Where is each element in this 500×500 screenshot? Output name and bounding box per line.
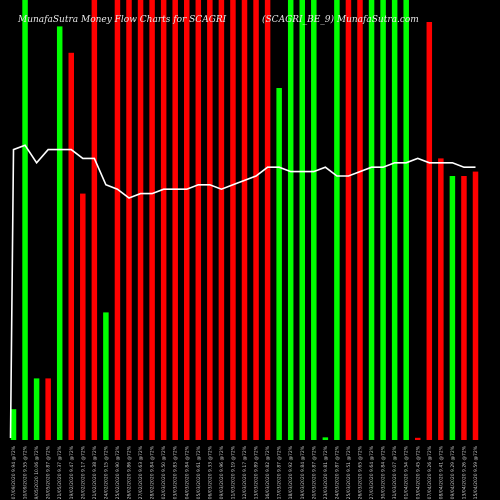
x-tick-label-23: 17/03/2020 9.87 @72% [277, 445, 283, 499]
bar-31 [368, 0, 375, 440]
x-tick-label-24: 18/03/2020 9.92 @72% [288, 445, 294, 499]
x-tick-label-9: 25/02/2020 9.90 @72% [115, 445, 121, 499]
bar-29 [345, 0, 352, 440]
x-tick-label-10: 26/02/2020 9.86 @72% [127, 445, 133, 499]
x-tick-label-6: 20/02/2020 9.17 @72% [80, 445, 86, 499]
bar-35 [415, 437, 421, 440]
bar-38 [449, 176, 456, 440]
bar-11 [137, 0, 144, 440]
bar-37 [438, 158, 444, 440]
chart-title-right: (SCAGRI_BE_9) MunafaSutra.com [262, 14, 419, 25]
bar-13 [160, 0, 167, 440]
x-tick-label-21: 13/03/2020 9.89 @72% [254, 445, 260, 499]
bar-10 [126, 0, 132, 440]
x-axis-labels: 07/09/2020 9.94 @72% 10/09/2020 9.55 @72%… [11, 445, 479, 500]
bar-19 [230, 0, 236, 440]
x-tick-label-30: 26/03/2020 9.65 @72% [358, 445, 364, 499]
x-tick-label-3: 20/05/2020 9.87 @72% [46, 445, 52, 499]
bar-20 [241, 0, 248, 440]
bar-4 [56, 26, 63, 441]
bar-40 [472, 171, 479, 440]
x-tick-label-13: 02/03/2020 9.50 @72% [161, 445, 167, 499]
x-tick-label-18: 09/03/2020 9.96 @72% [219, 445, 225, 499]
x-tick-label-11: 27/02/2020 9.63 @72% [138, 445, 144, 499]
bar-5 [68, 52, 74, 441]
chart-title-left: MunafaSutra Money Flow Charts for SCAGRI [17, 15, 227, 25]
bar-26 [311, 0, 317, 440]
bar-28 [334, 0, 340, 440]
x-tick-label-25: 19/03/2020 9.84 @72% [300, 445, 306, 499]
x-tick-label-12: 28/02/2020 9.84 @72% [150, 445, 156, 499]
bar-3 [45, 378, 51, 440]
x-tick-label-27: 23/03/2020 9.81 @72% [323, 445, 329, 499]
x-tick-label-26: 20/03/2020 9.87 @72% [311, 445, 317, 499]
bar-15 [184, 0, 190, 440]
x-tick-label-7: 21/02/2020 9.38 @72% [92, 445, 98, 499]
x-tick-label-34: 01/04/2020 9.54 @72% [404, 445, 410, 499]
x-tick-label-37: 08/04/2020 9.41 @72% [438, 445, 444, 499]
x-tick-label-28: 24/03/2020 9.87 @72% [334, 445, 340, 499]
bar-2 [33, 378, 40, 440]
bar-series [10, 0, 479, 441]
x-tick-label-0: 07/09/2020 9.94 @72% [11, 445, 17, 499]
bar-7 [91, 0, 98, 440]
bar-8 [103, 312, 109, 440]
bar-16 [195, 0, 202, 440]
bar-27 [322, 437, 329, 440]
x-tick-label-36: 07/04/2020 9.26 @72% [427, 445, 433, 499]
x-tick-label-15: 04/03/2020 9.84 @72% [184, 445, 190, 499]
bar-12 [149, 0, 155, 440]
x-tick-label-22: 16/03/2020 9.82 @72% [265, 445, 271, 499]
bar-23 [276, 88, 282, 440]
x-tick-label-35: 03/04/2020 9.45 @72% [415, 445, 421, 499]
x-tick-label-39: 13/04/2020 9.26 @72% [461, 445, 467, 499]
x-tick-label-31: 27/03/2020 9.64 @72% [369, 445, 375, 499]
x-tick-label-20: 12/03/2020 9.17 @72% [242, 445, 248, 499]
bar-0 [10, 409, 17, 440]
x-tick-label-1: 10/09/2020 9.55 @72% [23, 445, 29, 499]
x-tick-label-14: 03/03/2020 9.83 @72% [173, 445, 179, 499]
x-tick-label-33: 31/03/2020 9.07 @72% [392, 445, 398, 499]
money-flow-line [9, 144, 476, 439]
bar-1 [22, 0, 28, 440]
bar-32 [380, 0, 386, 440]
x-tick-label-4: 21/05/2020 9.37 @72% [57, 445, 63, 499]
x-tick-label-19: 11/03/2020 9.19 @72% [230, 445, 236, 499]
bar-36 [426, 22, 433, 440]
bar-6 [80, 193, 86, 440]
x-tick-label-5: 19/02/2020 9.47 @72% [69, 445, 75, 499]
x-tick-label-2: 19/05/2020 10.06 @72% [34, 445, 40, 500]
x-tick-label-38: 09/04/2020 9.29 @72% [450, 445, 456, 499]
x-tick-label-29: 25/03/2020 9.51 @72% [346, 445, 352, 499]
bar-34 [403, 0, 409, 440]
bar-18 [218, 0, 225, 440]
x-tick-label-40: 15/04/2020 9.59 @72% [473, 445, 479, 499]
bar-30 [357, 0, 363, 440]
bar-14 [172, 0, 178, 440]
x-tick-label-17: 06/03/2020 9.33 @72% [207, 445, 213, 499]
bar-33 [391, 0, 398, 440]
x-tick-label-32: 30/03/2020 9.84 @72% [381, 445, 387, 499]
x-tick-label-16: 05/03/2020 9.61 @72% [196, 445, 202, 499]
bar-22 [264, 0, 271, 440]
bar-24 [287, 0, 294, 440]
bar-9 [114, 0, 121, 440]
bar-17 [207, 0, 213, 440]
bar-39 [461, 176, 467, 440]
bar-25 [299, 0, 305, 440]
x-tick-label-8: 24/02/2020 9.15 @72% [103, 445, 109, 499]
bar-21 [253, 0, 259, 440]
